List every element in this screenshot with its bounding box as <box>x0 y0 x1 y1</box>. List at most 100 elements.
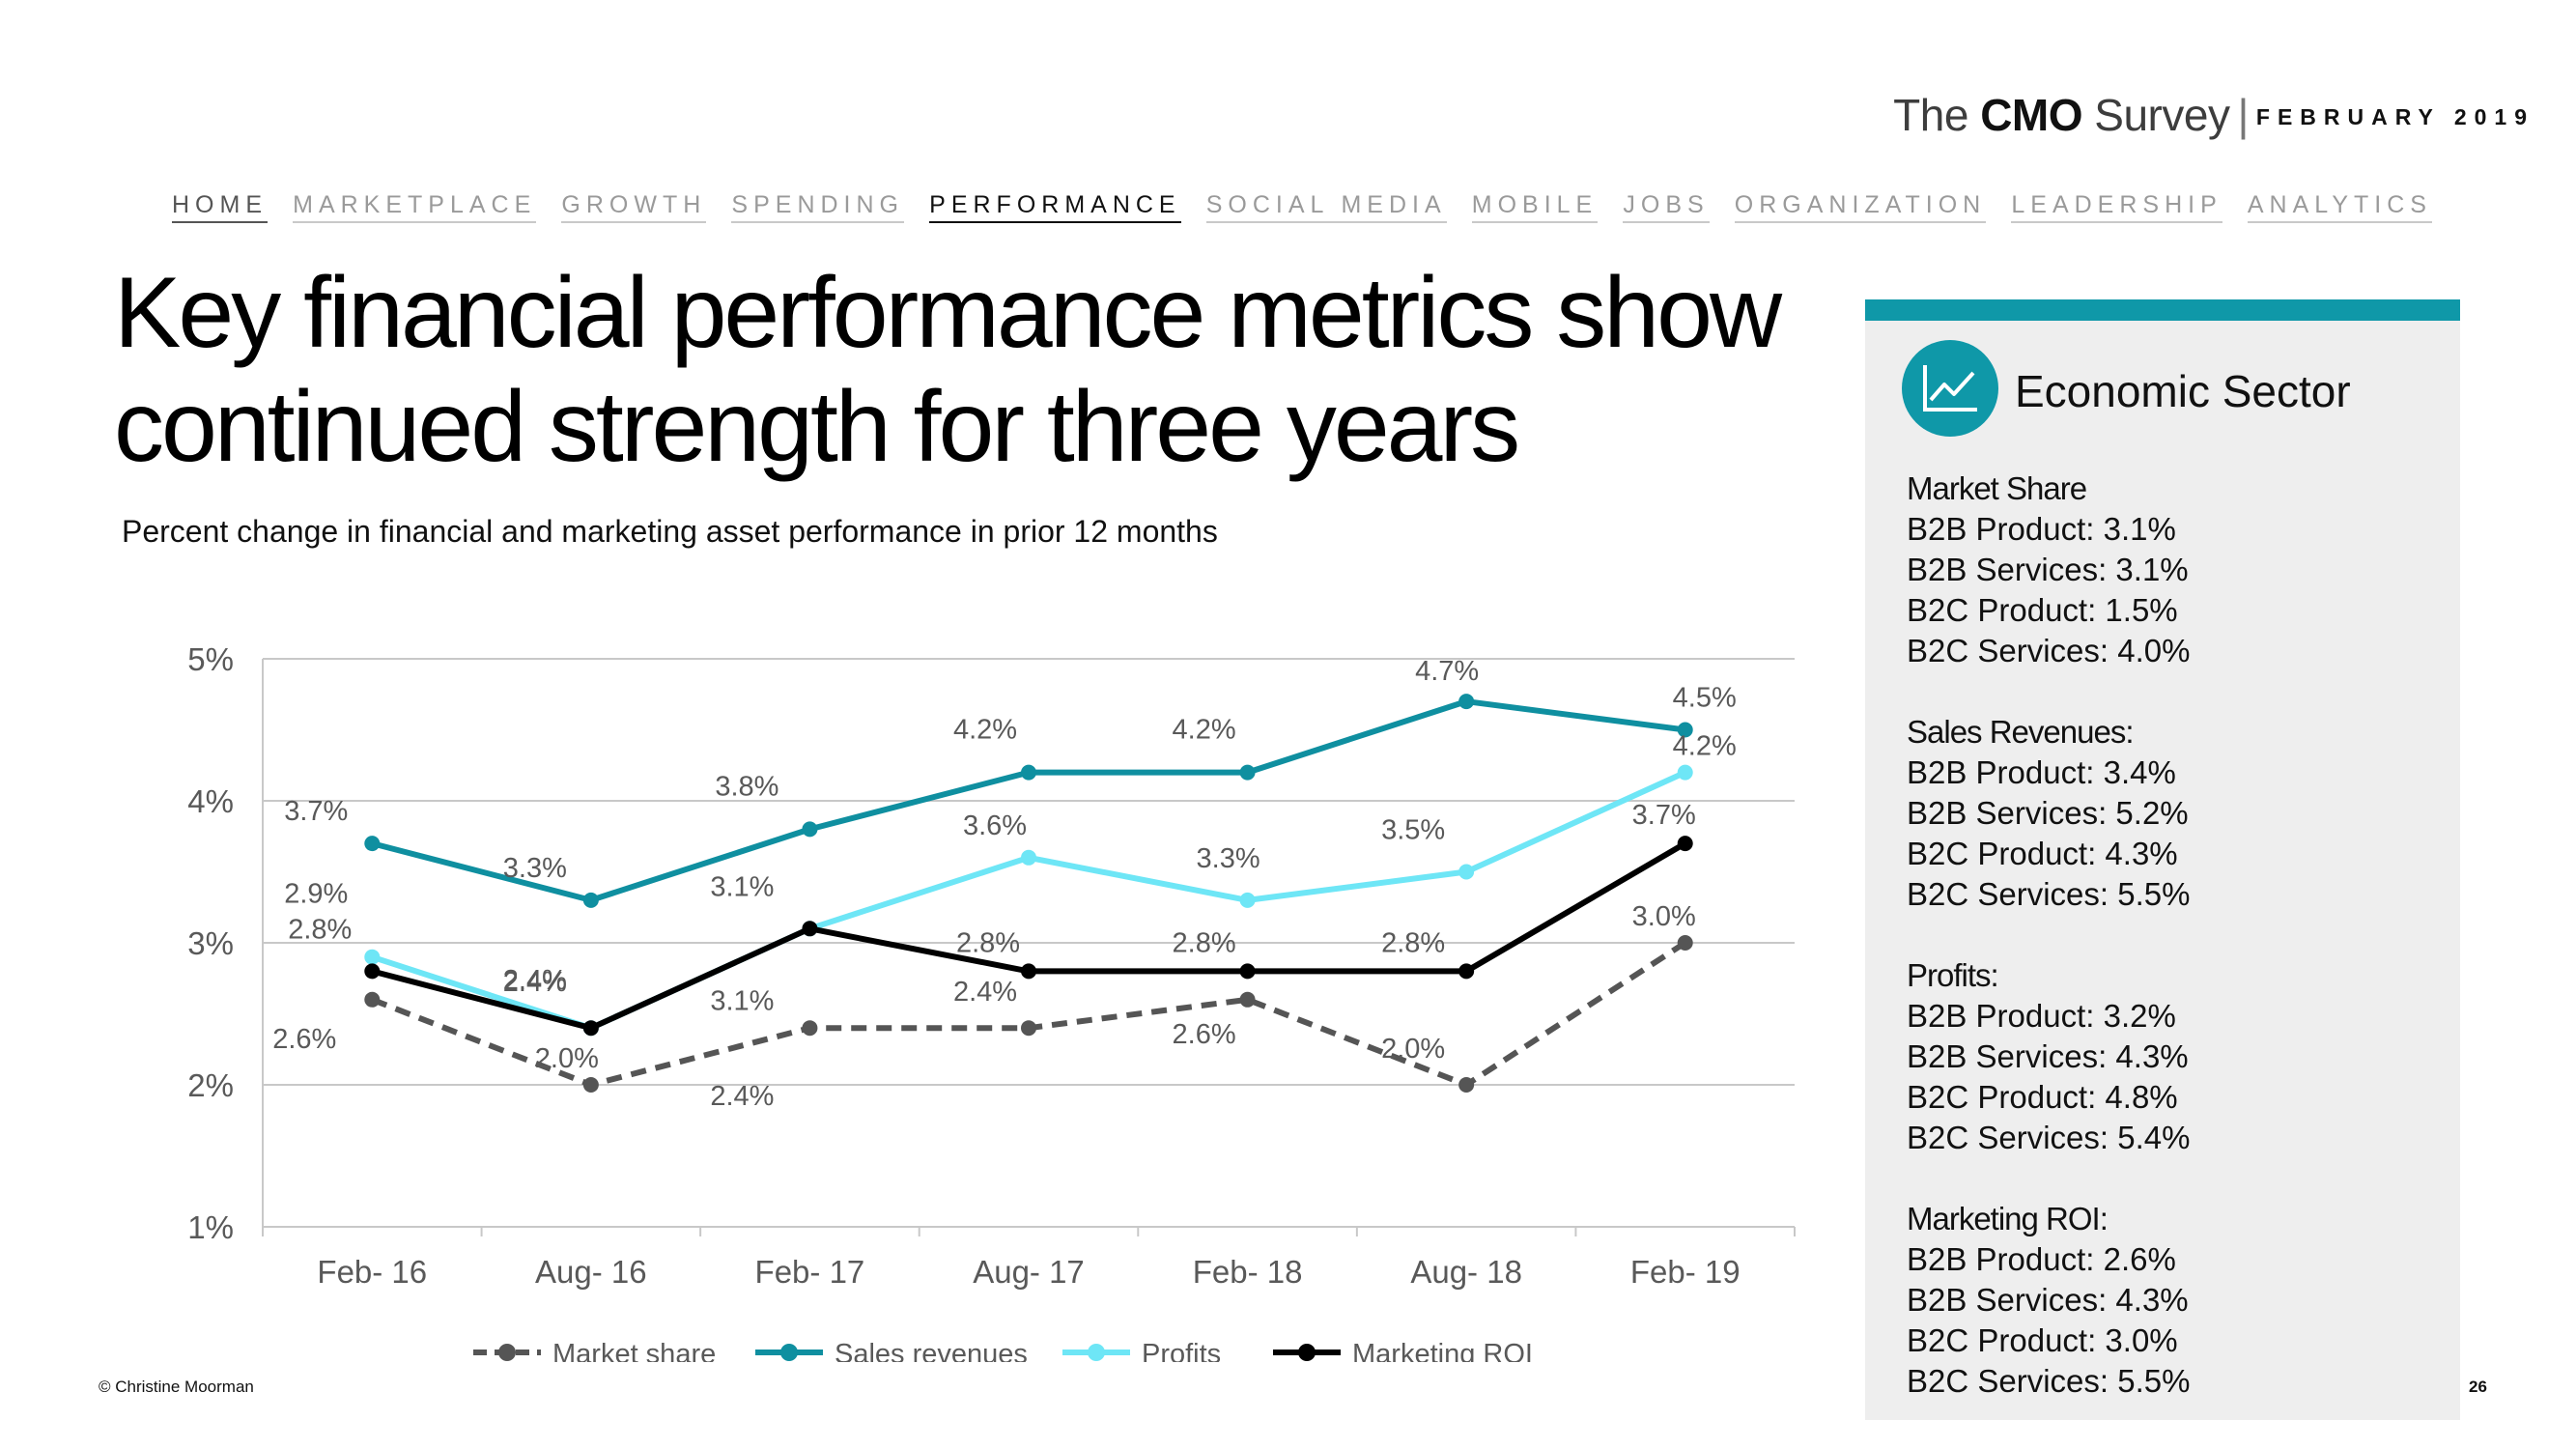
page-number: 26 <box>2469 1378 2487 1396</box>
legend-swatch-marker <box>1088 1344 1105 1361</box>
data-label: 2.8% <box>1173 927 1236 958</box>
y-tick-label: 1% <box>187 1209 234 1245</box>
data-label: 3.1% <box>710 871 774 902</box>
data-label: 2.4% <box>710 1081 774 1112</box>
sector-item: B2B Product: 3.4% <box>1907 754 2176 790</box>
sector-item: B2C Services: 5.4% <box>1907 1120 2191 1155</box>
data-point <box>1677 935 1693 951</box>
nav-item-social-media[interactable]: SOCIAL MEDIA <box>1205 191 1447 223</box>
sector-section: Marketing ROI: B2B Product: 2.6% B2B Servi… <box>1907 1199 2190 1402</box>
data-label: 4.2% <box>1173 715 1236 746</box>
series-line-3 <box>371 840 1687 1032</box>
data-label: 3.7% <box>1632 800 1696 831</box>
y-tick-label: 5% <box>187 641 234 677</box>
data-point <box>1458 694 1475 710</box>
data-label: 3.7% <box>284 796 348 827</box>
economic-sector-panel: Economic Sector Market Share B2B Product:… <box>1865 299 2460 1420</box>
data-point <box>582 1020 599 1037</box>
top-nav: HOME MARKETPLACE GROWTH SPENDING PERFORMANCE… <box>172 191 2432 223</box>
brand-suffix: Survey <box>2094 90 2230 140</box>
data-label: 3.3% <box>503 853 567 884</box>
y-tick-label: 4% <box>187 783 234 819</box>
data-point <box>1677 764 1693 781</box>
sector-section-heading: Market Share <box>1907 470 2087 506</box>
sector-item: B2B Services: 3.1% <box>1907 552 2189 587</box>
data-point <box>364 991 381 1008</box>
sector-section: Market Share B2B Product: 3.1% B2B Service… <box>1907 469 2190 671</box>
sector-breakdown-list: Market Share B2B Product: 3.1% B2B Service… <box>1907 469 2190 1442</box>
data-point <box>1021 1020 1036 1037</box>
nav-item-organization[interactable]: ORGANIZATION <box>1734 191 1987 223</box>
data-label: 3.3% <box>1197 843 1260 874</box>
nav-item-marketplace[interactable]: MARKETPLACE <box>293 191 537 223</box>
data-label: 3.5% <box>1381 815 1445 846</box>
sector-item: B2B Product: 2.6% <box>1907 1241 2176 1277</box>
data-label: 2.6% <box>272 1024 336 1055</box>
nav-item-growth[interactable]: GROWTH <box>561 191 707 223</box>
panel-accent-bar <box>1865 299 2460 321</box>
line-chart-icon <box>1902 340 1998 437</box>
x-tick-label: Feb- 17 <box>755 1254 865 1290</box>
legend-label: Market share <box>552 1339 716 1362</box>
data-point <box>1239 892 1256 908</box>
y-tick-label: 3% <box>187 925 234 961</box>
panel-title: Economic Sector <box>2015 366 2351 416</box>
brand-logo: The CMO Survey | FEBRUARY 2019 <box>1893 89 2534 141</box>
x-tick-label: Feb- 19 <box>1630 1254 1741 1290</box>
x-tick-label: Aug- 17 <box>973 1254 1085 1290</box>
data-point <box>1458 864 1475 880</box>
x-tick-label: Aug- 16 <box>535 1254 647 1290</box>
data-label: 2.8% <box>1381 927 1445 958</box>
sector-item: B2C Product: 1.5% <box>1907 592 2178 628</box>
sector-item: B2B Services: 4.3% <box>1907 1038 2189 1074</box>
sector-item: B2B Product: 3.2% <box>1907 998 2176 1034</box>
sector-section-heading: Marketing ROI: <box>1907 1201 2109 1236</box>
data-label: 3.0% <box>1632 901 1696 932</box>
legend-swatch-marker <box>1298 1344 1316 1361</box>
sector-item: B2C Product: 4.8% <box>1907 1079 2178 1115</box>
y-tick-label: 2% <box>187 1067 234 1103</box>
data-point <box>364 963 381 980</box>
data-point <box>1677 722 1693 738</box>
data-point <box>1458 963 1475 980</box>
data-label: 4.5% <box>1673 683 1737 714</box>
data-point <box>1021 963 1036 980</box>
data-point <box>364 836 381 852</box>
data-label: 2.8% <box>288 914 352 945</box>
nav-item-analytics[interactable]: ANALYTICS <box>2247 191 2432 223</box>
nav-item-leadership[interactable]: LEADERSHIP <box>2011 191 2222 223</box>
page-title: Key financial performance metrics show c… <box>114 257 1782 483</box>
legend-label: Sales revenues <box>835 1339 1028 1362</box>
data-point <box>1021 764 1036 781</box>
series-line-2 <box>371 769 1686 1032</box>
data-point <box>1239 991 1256 1008</box>
data-label: 4.2% <box>953 715 1017 746</box>
data-label: 2.0% <box>1381 1034 1445 1065</box>
sector-item: B2B Services: 5.2% <box>1907 795 2189 831</box>
data-label: 2.4% <box>953 977 1017 1008</box>
sector-item: B2C Product: 3.0% <box>1907 1322 2178 1358</box>
data-label: 2.4% <box>503 967 567 998</box>
nav-item-jobs[interactable]: JOBS <box>1623 191 1710 223</box>
sector-section-heading: Sales Revenues: <box>1907 714 2134 750</box>
nav-item-performance[interactable]: PERFORMANCE <box>929 191 1181 223</box>
brand-bold: CMO <box>1980 90 2083 140</box>
data-point <box>1239 963 1256 980</box>
data-label: 2.9% <box>284 879 348 910</box>
data-point <box>1021 849 1036 866</box>
data-label: 4.2% <box>1673 731 1737 762</box>
data-label: 3.8% <box>715 771 778 802</box>
data-label: 2.4% <box>503 965 567 996</box>
x-tick-label: Aug- 18 <box>1410 1254 1522 1290</box>
nav-item-home[interactable]: HOME <box>172 191 268 223</box>
data-point <box>582 1077 599 1093</box>
brand-separator: | <box>2237 90 2249 140</box>
data-point <box>802 921 818 937</box>
data-point <box>1458 1077 1475 1093</box>
data-label: 2.6% <box>1173 1019 1236 1050</box>
data-point <box>1239 764 1256 781</box>
sector-section: Sales Revenues: B2B Product: 3.4% B2B Serv… <box>1907 712 2190 915</box>
nav-item-spending[interactable]: SPENDING <box>731 191 905 223</box>
data-point <box>802 1020 818 1037</box>
nav-item-mobile[interactable]: MOBILE <box>1471 191 1599 223</box>
